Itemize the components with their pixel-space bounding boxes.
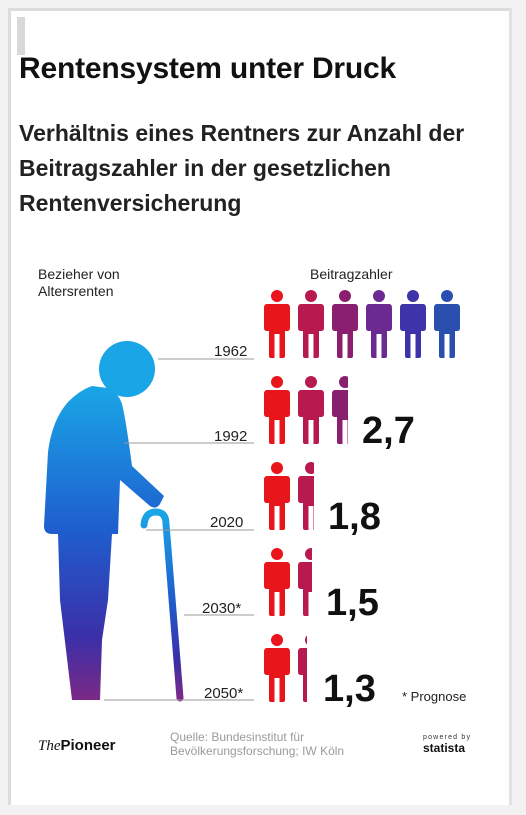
ratio-value-label: 1,3 xyxy=(323,668,376,710)
year-label: 2050* xyxy=(204,685,243,702)
chart-row-2020 xyxy=(264,462,314,530)
contributor-person-icon xyxy=(434,290,460,358)
page-subtitle: Verhältnis eines Rentners zur Anzahl der… xyxy=(19,120,465,216)
ratio-value-label: 2,7 xyxy=(362,410,415,452)
chart-row-2050 xyxy=(264,634,307,702)
thepioneer-logo: ThePioneer xyxy=(38,737,116,755)
ratio-value-label: 1,8 xyxy=(328,496,381,538)
year-label: 1962 xyxy=(214,343,247,360)
corner-accent xyxy=(17,17,25,55)
forecast-note: * Prognose xyxy=(402,689,467,704)
statista-name: statista xyxy=(423,741,466,755)
year-label: 2030* xyxy=(202,600,241,617)
retiree-axis-label: Bezieher von Altersrenten xyxy=(38,266,120,299)
brand-bold: Pioneer xyxy=(60,737,116,754)
ratio-value-label: 1,5 xyxy=(326,582,379,624)
contributor-person-icon xyxy=(264,462,290,530)
year-label: 2020 xyxy=(210,514,243,531)
year-label: 1992 xyxy=(214,428,247,445)
contributor-person-icon xyxy=(298,634,307,702)
contributor-person-icon xyxy=(264,376,290,444)
contributor-person-icon xyxy=(264,290,290,358)
statista-powered: powered by xyxy=(423,734,472,741)
page-title: Rentensystem unter Druck xyxy=(19,52,396,85)
contributor-person-icon xyxy=(298,290,324,358)
chart-row-1962 xyxy=(264,290,460,358)
contributor-person-icon xyxy=(400,290,426,358)
contributor-person-icon xyxy=(332,290,358,358)
elderly-person-icon xyxy=(44,341,184,702)
statista-logo: powered by statista xyxy=(423,734,483,755)
card-border xyxy=(509,8,512,805)
chart-row-2030 xyxy=(264,548,312,616)
contributor-person-icon xyxy=(332,376,348,444)
contributor-person-icon xyxy=(298,548,312,616)
contributor-person-icon xyxy=(298,462,314,530)
source-note: Quelle: Bundesinstitut für Bevölkerungsf… xyxy=(170,730,345,758)
brand-italic: The xyxy=(38,738,61,754)
contributor-person-icon xyxy=(264,634,290,702)
chart-row-1992 xyxy=(264,376,348,444)
contributor-axis-label: Beitragzahler xyxy=(310,266,393,282)
contributor-person-icon xyxy=(366,290,392,358)
contributor-person-icon xyxy=(298,376,324,444)
contributor-person-icon xyxy=(264,548,290,616)
